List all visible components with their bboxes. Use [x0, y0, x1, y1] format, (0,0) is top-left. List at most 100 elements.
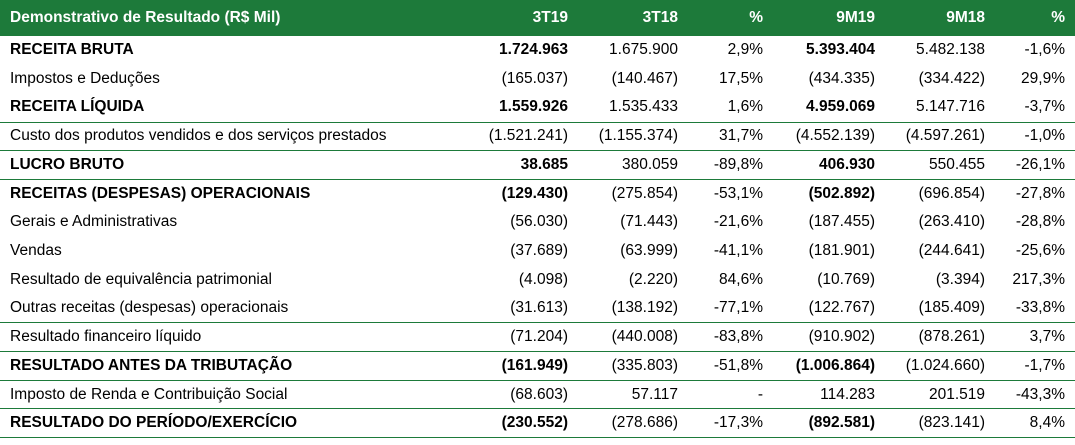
value-cell: 4.959.069 — [806, 98, 875, 116]
value-cell: (244.641) — [918, 242, 985, 260]
table-row: Resultado financeiro líquido (71.204) (440… — [0, 322, 1075, 352]
value-cell: (892.581) — [773, 408, 885, 439]
row-label: Custo dos produtos vendidos e dos serviç… — [0, 121, 478, 151]
value-cell: -33,8% — [1015, 299, 1065, 317]
row-label: Outras receitas (despesas) operacionais — [10, 299, 289, 317]
header-cell: 3T18 — [578, 0, 688, 36]
table-row: RECEITA BRUTA 1.724.963 1.675.900 2,9% 5.393… — [0, 36, 1075, 65]
value-cell: (1.006.864) — [773, 351, 885, 381]
value-cell: -28,8% — [1015, 213, 1065, 231]
header-row: Demonstrativo de Resultado (R$ Mil) 3T19 3… — [0, 0, 1075, 36]
value-cell: -77,1% — [713, 299, 763, 317]
row-label: RECEITA LÍQUIDA — [10, 98, 145, 116]
value-cell: -1,6% — [1024, 41, 1066, 59]
value-cell: 1.535.433 — [609, 98, 678, 116]
value-cell: (434.335) — [808, 70, 875, 88]
value-cell: (263.410) — [918, 213, 985, 231]
value-cell: 5.482.138 — [916, 41, 985, 59]
table-row: Custo dos produtos vendidos e dos serviç… — [0, 121, 1075, 151]
value-cell: 5.147.716 — [916, 98, 985, 116]
value-cell: 17,5% — [719, 70, 763, 88]
value-cell: -3,7% — [1024, 98, 1066, 116]
value-cell: (161.949) — [478, 351, 578, 381]
table-row: Vendas (37.689) (63.999) -41,1% (181.901) (24… — [0, 237, 1075, 266]
value-cell: -21,6% — [713, 213, 763, 231]
row-label: Vendas — [10, 242, 62, 260]
table-row: RESULTADO ANTES DA TRIBUTAÇÃO (161.949) (3… — [0, 351, 1075, 381]
value-cell: (696.854) — [885, 178, 995, 209]
row-label: LUCRO BRUTO — [0, 150, 478, 180]
header-cell: % — [995, 0, 1075, 36]
value-cell: 550.455 — [885, 150, 995, 180]
value-cell: 31,7% — [688, 121, 773, 151]
value-cell: -41,1% — [713, 242, 763, 260]
value-cell: 1,6% — [727, 98, 763, 116]
table-row: Resultado de equivalência patrimonial (4.… — [0, 266, 1075, 295]
value-cell: (122.767) — [808, 299, 875, 317]
value-cell: (334.422) — [918, 70, 985, 88]
table-body: RECEITA BRUTA 1.724.963 1.675.900 2,9% 5.393… — [0, 36, 1075, 439]
row-label: Resultado de equivalência patrimonial — [10, 270, 272, 288]
value-cell: 1.675.900 — [609, 41, 678, 59]
value-cell: (1.155.374) — [578, 121, 688, 151]
header-cell: % — [688, 0, 773, 36]
value-cell: (165.037) — [501, 70, 568, 88]
value-cell: (187.455) — [808, 213, 875, 231]
row-label: RECEITAS (DESPESAS) OPERACIONAIS — [0, 178, 478, 209]
table-row: Impostos e Deduções (165.037) (140.467) 17,… — [0, 65, 1075, 94]
header-cell: 3T19 — [478, 0, 578, 36]
value-cell: (68.603) — [478, 379, 578, 409]
value-cell: 84,6% — [719, 270, 763, 288]
value-cell: (140.467) — [611, 70, 678, 88]
value-cell: -1,7% — [995, 351, 1075, 381]
value-cell: 406.930 — [773, 150, 885, 180]
row-label: RESULTADO ANTES DA TRIBUTAÇÃO — [0, 351, 478, 381]
value-cell: (878.261) — [885, 322, 995, 352]
value-cell: 114.283 — [773, 379, 885, 409]
table-row: LUCRO BRUTO 38.685 380.059 -89,8% 406.930 550… — [0, 150, 1075, 180]
value-cell: 201.519 — [885, 379, 995, 409]
value-cell: (129.430) — [478, 178, 578, 209]
table-header: Demonstrativo de Resultado (R$ Mil) 3T19 3… — [0, 0, 1075, 36]
value-cell: 29,9% — [1021, 70, 1065, 88]
value-cell: -27,8% — [995, 178, 1075, 209]
value-cell: (37.689) — [510, 242, 568, 260]
header-cell: 9M19 — [773, 0, 885, 36]
value-cell: 1.559.926 — [499, 98, 568, 116]
row-label: RECEITA BRUTA — [10, 41, 134, 59]
value-cell: 1.724.963 — [499, 41, 568, 59]
value-cell: (275.854) — [578, 178, 688, 209]
value-cell: (185.409) — [918, 299, 985, 317]
table-row: RECEITA LÍQUIDA 1.559.926 1.535.433 1,6% 4.9… — [0, 93, 1075, 122]
value-cell: - — [688, 379, 773, 409]
value-cell: 8,4% — [995, 408, 1075, 439]
value-cell: (823.141) — [885, 408, 995, 439]
table-row: Imposto de Renda e Contribuição Social (6… — [0, 379, 1075, 409]
row-label: Gerais e Administrativas — [10, 213, 178, 231]
value-cell: -51,8% — [688, 351, 773, 381]
value-cell: (181.901) — [808, 242, 875, 260]
value-cell: 38.685 — [478, 150, 578, 180]
row-label: Impostos e Deduções — [10, 70, 160, 88]
value-cell: 3,7% — [995, 322, 1075, 352]
value-cell: -1,0% — [995, 121, 1075, 151]
value-cell: (63.999) — [620, 242, 678, 260]
value-cell: (1.521.241) — [478, 121, 578, 151]
value-cell: (71.204) — [478, 322, 578, 352]
value-cell: (71.443) — [620, 213, 678, 231]
value-cell: -89,8% — [688, 150, 773, 180]
value-cell: 217,3% — [1012, 270, 1065, 288]
value-cell: (10.769) — [817, 270, 875, 288]
value-cell: (1.024.660) — [885, 351, 995, 381]
value-cell: (56.030) — [510, 213, 568, 231]
value-cell: 5.393.404 — [806, 41, 875, 59]
value-cell: (335.803) — [578, 351, 688, 381]
value-cell: -53,1% — [688, 178, 773, 209]
value-cell: (502.892) — [773, 178, 885, 209]
value-cell: 57.117 — [578, 379, 688, 409]
value-cell: (4.552.139) — [773, 121, 885, 151]
table-row: Outras receitas (despesas) operacionais (… — [0, 294, 1075, 323]
value-cell: 380.059 — [578, 150, 688, 180]
